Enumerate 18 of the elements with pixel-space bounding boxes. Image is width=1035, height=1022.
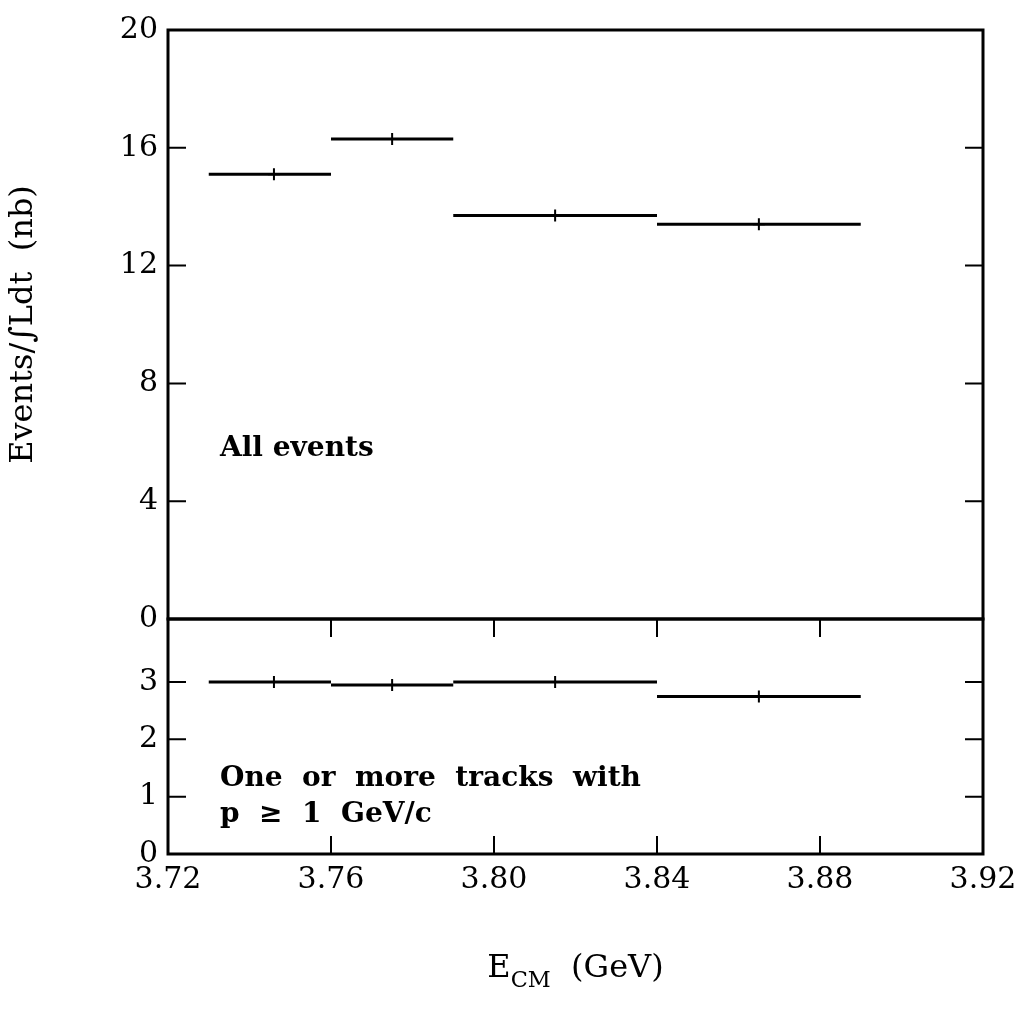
x-tick-label: 3.76: [297, 859, 365, 895]
y-tick-label: 2: [138, 719, 158, 755]
y-tick-label: 3: [138, 661, 158, 697]
annotation: All events: [219, 430, 374, 463]
annotation: One or more tracks with: [220, 760, 641, 793]
y-tick-label: 20: [119, 9, 158, 45]
y-axis-title: Events/∫Ldt (nb): [1, 185, 40, 464]
x-tick-label: 3.92: [949, 859, 1017, 895]
y-tick-label: 12: [119, 245, 158, 281]
y-tick-label: 0: [138, 598, 158, 634]
x-tick-label: 3.88: [786, 859, 854, 895]
y-tick-label: 4: [138, 481, 158, 516]
y-tick-label: 1: [138, 776, 158, 812]
x-tick-label: 3.80: [460, 859, 528, 895]
x-tick-label: 3.84: [623, 859, 691, 895]
y-tick-label: 8: [138, 363, 158, 399]
annotation: p ≥ 1 GeV/c: [220, 796, 432, 829]
y-tick-label: 16: [119, 127, 158, 163]
